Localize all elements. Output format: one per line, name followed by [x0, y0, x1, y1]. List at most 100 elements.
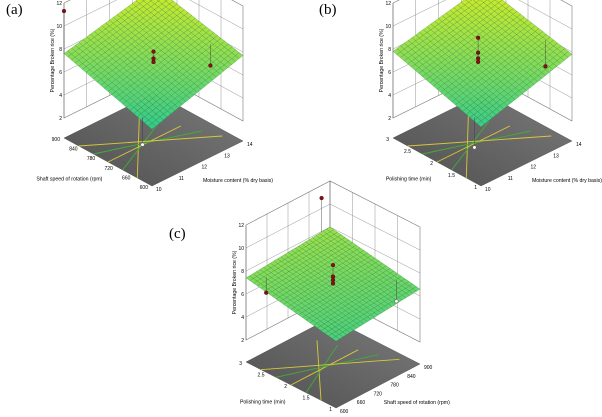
z-tick-label: 4 — [388, 93, 391, 99]
y-tick-label: 1 — [329, 407, 332, 413]
surface-cell — [158, 0, 167, 5]
z-grid-line — [245, 203, 421, 251]
x-tick-label: 11 — [179, 176, 184, 182]
x-axis-title: Moisture content (% dry basis) — [203, 178, 273, 184]
x-tick-label: 13 — [224, 153, 230, 159]
y-tick-label: 3 — [386, 137, 389, 143]
design-point-above — [151, 59, 156, 65]
contour-line — [436, 125, 510, 163]
design-point-above — [330, 263, 336, 268]
y-tick-label: 1.5 — [448, 173, 455, 179]
panel-label: (c) — [169, 226, 186, 242]
x-tick-label: 14 — [576, 142, 582, 148]
y-tick-label: 900 — [52, 137, 61, 143]
x-tick-label: 11 — [508, 176, 513, 182]
z-tick-label: 10 — [385, 24, 391, 30]
z-grid-line — [63, 0, 244, 30]
contour-line — [275, 354, 379, 378]
y-axis-title: Shaft speed of rotation (rpm) — [36, 176, 102, 182]
contour-line — [93, 130, 202, 155]
surface-cell — [472, 0, 480, 3]
x-tick-label: 14 — [247, 142, 253, 148]
z-tick-label: 6 — [388, 70, 391, 76]
x-tick-label: 13 — [553, 153, 559, 159]
z-tick-label: 12 — [385, 1, 391, 7]
surface-cell — [149, 0, 153, 2]
design-point-above — [476, 59, 481, 64]
z-axis-title: Percentage Broken rice (%) — [50, 28, 56, 92]
y-tick-label: 780 — [87, 156, 96, 162]
surface-cell — [487, 0, 495, 3]
z-tick-label: 10 — [56, 24, 62, 30]
y-tick-label: 840 — [69, 147, 78, 153]
contour-line — [290, 349, 359, 386]
design-point-below — [472, 145, 477, 150]
y-tick-label: 2 — [284, 384, 287, 390]
y-tick-label: 1 — [474, 185, 477, 191]
z-tick-label: 6 — [241, 292, 244, 298]
surface-cell — [475, 0, 484, 6]
z-tick-label: 12 — [238, 223, 244, 229]
z-tick-label: 8 — [59, 47, 62, 53]
y-tick-label: 600 — [140, 185, 149, 191]
z-tick-label: 10 — [238, 246, 244, 252]
y-axis-title: Polishing time (min) — [386, 176, 432, 182]
surface-cell — [465, 0, 473, 3]
design-point-above — [61, 8, 67, 14]
contour-line — [422, 130, 531, 155]
x-tick-label: 10 — [485, 187, 491, 193]
y-tick-label: 720 — [104, 166, 113, 172]
response-surface — [245, 226, 421, 342]
surface-cell — [164, 0, 168, 2]
surface-cell — [135, 0, 144, 4]
surface-cell — [480, 0, 488, 3]
x-tick-label: 900 — [424, 365, 433, 371]
z-grid-line — [392, 0, 573, 30]
x-tick-label: 12 — [202, 165, 208, 171]
surface-cell — [461, 0, 469, 6]
design-point-above — [543, 64, 548, 69]
surface-cell — [326, 226, 335, 232]
design-point-above — [264, 290, 269, 295]
panel-label: (a) — [6, 2, 23, 18]
x-tick-label: 12 — [531, 165, 537, 171]
design-point-above — [476, 35, 481, 40]
surface-cell — [483, 0, 492, 6]
z-tick-label: 4 — [59, 93, 62, 99]
contour-line — [407, 135, 552, 147]
design-point-below — [394, 299, 399, 304]
design-point-above — [208, 63, 213, 68]
x-tick-label: 840 — [407, 374, 416, 380]
surface-cell — [143, 0, 152, 4]
x-axis-title: Moisture content (% dry basis) — [532, 178, 602, 184]
z-tick-label: 12 — [56, 1, 62, 7]
design-point-below — [140, 142, 145, 147]
z-axis-title: Percentage Broken rice (%) — [232, 250, 238, 314]
design-point-above — [151, 49, 156, 54]
x-tick-label: 10 — [156, 187, 162, 193]
y-tick-label: 660 — [122, 175, 131, 181]
x-tick-label: 720 — [374, 391, 383, 397]
y-tick-label: 1.5 — [303, 396, 310, 402]
z-tick-label: 2 — [388, 116, 391, 122]
z-tick-label: 6 — [59, 70, 62, 76]
x-tick-label: 660 — [357, 400, 366, 406]
z-tick-label: 8 — [241, 269, 244, 275]
surface-cell — [494, 0, 503, 3]
surface-cell — [468, 0, 477, 6]
response-surface — [63, 0, 244, 130]
y-tick-label: 2 — [430, 161, 433, 167]
y-tick-label: 2.5 — [258, 373, 265, 379]
z-tick-label: 4 — [241, 315, 244, 321]
z-tick-label: 8 — [388, 47, 391, 53]
x-tick-label: 600 — [340, 409, 349, 415]
z-axis-title: Percentage Broken rice (%) — [379, 28, 385, 92]
design-point-above — [330, 277, 336, 283]
design-point-above — [330, 281, 336, 286]
design-point-above — [319, 195, 324, 201]
panel-label: (b) — [319, 2, 337, 18]
z-tick-label: 2 — [241, 338, 244, 344]
